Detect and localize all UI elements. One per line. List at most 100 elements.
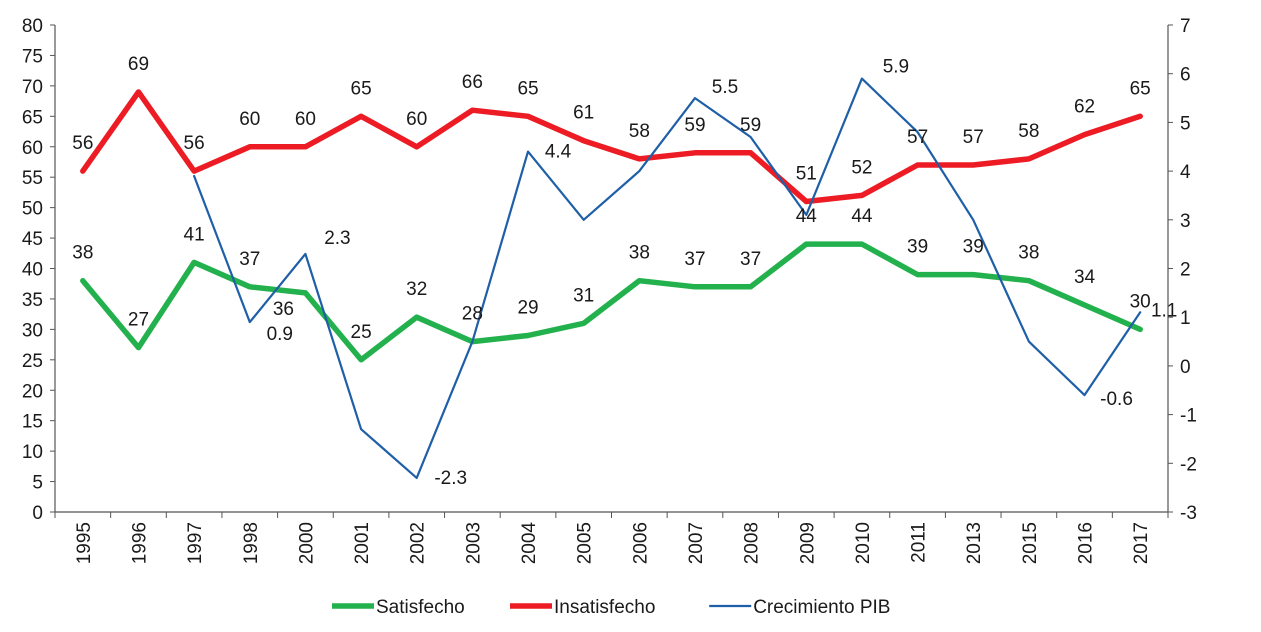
data-label: 65 xyxy=(517,78,538,99)
y-left-tick-label: 35 xyxy=(22,290,43,311)
x-tick-label: 2017 xyxy=(1131,522,1152,564)
data-label: 5.5 xyxy=(712,77,738,98)
data-label: 2.3 xyxy=(324,228,350,249)
y-right-tick-label: 7 xyxy=(1180,16,1191,37)
y-left-tick-label: 0 xyxy=(32,503,43,524)
data-label: 25 xyxy=(351,322,372,343)
y-left-tick-label: 30 xyxy=(22,320,43,341)
y-left-tick-label: 40 xyxy=(22,260,43,281)
data-label: 4.4 xyxy=(545,142,572,163)
y-left-tick-label: 25 xyxy=(22,351,43,372)
x-tick-label: 1998 xyxy=(241,522,262,564)
x-tick-label: 2015 xyxy=(1020,522,1041,564)
data-label: 39 xyxy=(963,237,984,258)
series-line-satisfecho xyxy=(80,241,1143,363)
data-label: 37 xyxy=(740,249,761,270)
y-right-tick-label: 4 xyxy=(1180,162,1191,183)
y-left-tick-label: 10 xyxy=(22,442,43,463)
y-left-tick-label: 70 xyxy=(22,77,43,98)
data-label: 52 xyxy=(851,157,872,178)
data-label: 5.9 xyxy=(883,57,909,78)
data-label: 69 xyxy=(128,54,149,75)
y-left-tick-label: 20 xyxy=(22,381,43,402)
y-right-tick-label: 5 xyxy=(1180,113,1191,134)
y-left-tick-label: 5 xyxy=(32,473,43,494)
y-right-tick-label: 6 xyxy=(1180,65,1191,86)
x-tick-label: 2016 xyxy=(1076,522,1097,564)
y-left-tick-label: 15 xyxy=(22,412,43,433)
data-label: 38 xyxy=(629,243,650,264)
y-right-tick-label: 1 xyxy=(1180,308,1191,329)
data-label: 41 xyxy=(184,224,205,245)
x-tick-label: 2008 xyxy=(742,522,763,564)
x-tick-label: 2003 xyxy=(463,522,484,564)
data-label: 37 xyxy=(239,249,260,270)
data-label: 58 xyxy=(1018,121,1039,142)
data-label: 34 xyxy=(1074,267,1096,288)
data-label: 60 xyxy=(406,109,427,130)
data-label: 29 xyxy=(517,297,538,318)
data-label: 60 xyxy=(295,109,316,130)
data-label: 36 xyxy=(273,299,294,320)
data-label: 38 xyxy=(72,243,93,264)
y-right-tick-label: 3 xyxy=(1180,211,1191,232)
data-label: 44 xyxy=(796,206,818,227)
data-label: 32 xyxy=(406,279,427,300)
x-tick-label: 2007 xyxy=(686,522,707,564)
data-label: 61 xyxy=(573,103,594,124)
y-left-tick-label: 80 xyxy=(22,16,43,37)
x-tick-label: 2002 xyxy=(408,522,429,564)
data-label: 57 xyxy=(907,127,928,148)
series-line-crecimiento-pib xyxy=(193,77,1142,479)
x-tick-label: 2004 xyxy=(519,522,540,565)
data-label: 1.1 xyxy=(1151,300,1177,321)
data-label: 39 xyxy=(907,237,928,258)
legend: Satisfecho Insatisfecho Crecimiento PIB xyxy=(332,597,890,618)
data-label: 31 xyxy=(573,285,594,306)
data-label: 58 xyxy=(629,121,650,142)
x-tick-label: 2009 xyxy=(797,522,818,564)
data-label: 0.9 xyxy=(267,324,293,345)
x-tick-label: 2013 xyxy=(964,522,985,564)
x-tick-label: 2006 xyxy=(630,522,651,564)
data-label: 27 xyxy=(128,310,149,331)
legend-label: Insatisfecho xyxy=(554,597,655,618)
y-left-tick-label: 50 xyxy=(22,199,43,220)
y-left-tick-label: 45 xyxy=(22,229,43,250)
y-left-tick-label: 55 xyxy=(22,168,43,189)
data-labels: 38 27 41 37 36 25 32 28 29 31 38 37 37 44 44 39 39 38 34 30… xyxy=(72,54,1177,489)
data-label: -2.3 xyxy=(434,468,467,489)
x-tick-label: 2010 xyxy=(853,522,874,564)
series-line-insatisfecho xyxy=(80,89,1143,205)
data-label: 57 xyxy=(963,127,984,148)
y-left-tick-label: 75 xyxy=(22,46,43,67)
y-right-tick-label: 0 xyxy=(1180,357,1191,378)
data-label: 59 xyxy=(740,115,761,136)
data-label: 65 xyxy=(1130,78,1151,99)
data-label: -0.6 xyxy=(1100,389,1133,410)
y-right-tick-label: -3 xyxy=(1180,503,1197,524)
data-label: 59 xyxy=(684,115,705,136)
x-tick-label: 1997 xyxy=(185,522,206,564)
y-right-tick-label: -1 xyxy=(1180,406,1197,427)
y-left-tick-label: 60 xyxy=(22,138,43,159)
y-left-tick-label: 65 xyxy=(22,107,43,128)
data-label: 51 xyxy=(796,164,817,185)
x-tick-label: 2001 xyxy=(352,522,373,564)
data-label: 60 xyxy=(239,109,260,130)
y-right-tick-label: -2 xyxy=(1180,454,1197,475)
data-label: 56 xyxy=(184,133,205,154)
data-label: 65 xyxy=(351,78,372,99)
x-tick-label: 2005 xyxy=(575,522,596,564)
series-lines xyxy=(80,77,1143,479)
data-label: 56 xyxy=(72,133,93,154)
y-right-tick-label: 2 xyxy=(1180,260,1191,281)
data-label: 38 xyxy=(1018,243,1039,264)
x-tick-label: 1996 xyxy=(129,522,150,564)
data-label: 37 xyxy=(684,249,705,270)
data-label: 44 xyxy=(851,206,873,227)
x-tick-label: 2011 xyxy=(909,522,930,563)
data-label: 66 xyxy=(462,72,483,93)
data-label: 62 xyxy=(1074,97,1095,118)
